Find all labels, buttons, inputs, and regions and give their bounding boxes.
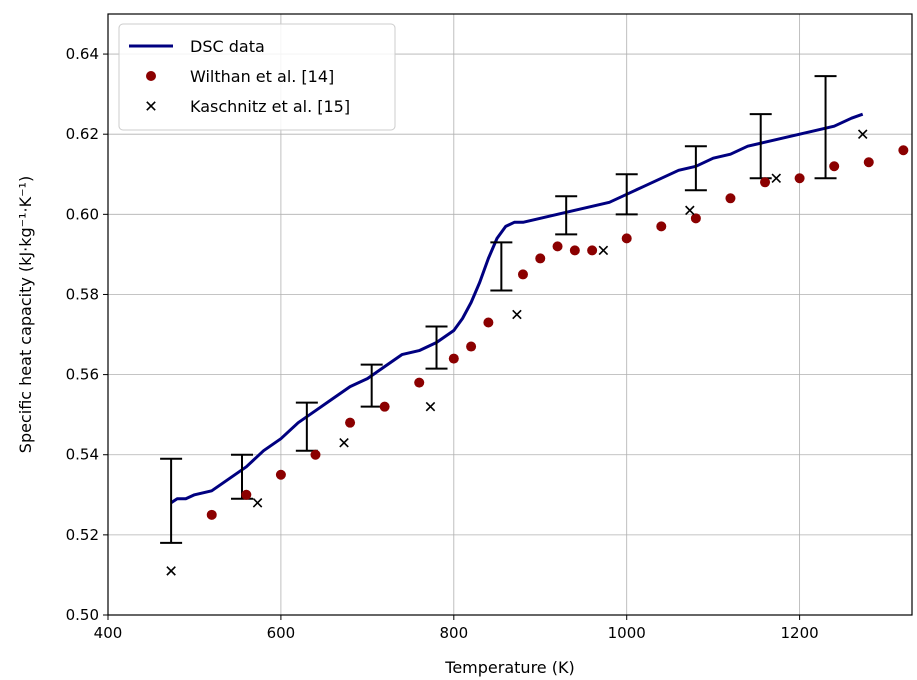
x-marker-stroke xyxy=(512,309,522,320)
wilthan-point xyxy=(863,157,874,168)
wilthan-point xyxy=(898,145,909,156)
x-marker-stroke xyxy=(857,129,868,139)
wilthan-point xyxy=(517,269,528,280)
error-bar xyxy=(814,75,837,180)
wilthan-point xyxy=(275,469,286,480)
legend: DSC data Wilthan et al. [14] Kaschnitz et … xyxy=(118,23,396,131)
y-tick-label: 0.60 xyxy=(66,205,99,223)
kaschnitz-point xyxy=(598,245,609,256)
wilthan-point xyxy=(345,417,356,428)
x-tick-label: 400 xyxy=(94,624,123,642)
error-bar xyxy=(555,195,578,236)
error-bar xyxy=(231,453,253,500)
y-tick-label: 0.64 xyxy=(66,45,99,63)
x-tick-label: 800 xyxy=(439,624,468,642)
y-tick-label: 0.56 xyxy=(66,366,99,384)
wilthan-point xyxy=(448,353,459,364)
wilthan-point xyxy=(621,233,632,244)
x-axis: 400 600 800 1000 1200 xyxy=(94,615,819,642)
legend-x-swatch xyxy=(146,101,156,111)
x-axis-title: Temperature (K) xyxy=(444,658,574,677)
wilthan-point xyxy=(794,173,805,184)
wilthan-point xyxy=(483,317,494,328)
error-bar xyxy=(684,145,707,192)
plot-area xyxy=(160,75,909,576)
wilthan-point xyxy=(690,213,701,224)
kaschnitz-point xyxy=(339,437,349,448)
wilthan-point xyxy=(414,377,425,388)
y-tick-label: 0.58 xyxy=(66,285,99,303)
kaschnitz-point xyxy=(425,401,436,412)
y-tick-label: 0.54 xyxy=(66,446,99,464)
wilthan-point xyxy=(760,177,771,188)
error-bar xyxy=(360,363,383,408)
x-tick-label: 600 xyxy=(267,624,296,642)
legend-circle-swatch xyxy=(146,71,156,81)
plot-frame xyxy=(107,13,913,616)
kaschnitz-point xyxy=(166,566,176,576)
wilthan-point xyxy=(241,489,252,500)
error-bars xyxy=(160,75,837,544)
x-marker-stroke xyxy=(146,101,156,111)
wilthan-point xyxy=(310,449,321,460)
error-bar xyxy=(160,457,183,544)
y-tick-label: 0.50 xyxy=(66,606,99,624)
y-tick-label: 0.52 xyxy=(66,526,99,544)
error-bar xyxy=(749,113,772,180)
y-tick-label: 0.62 xyxy=(66,125,99,143)
wilthan-point xyxy=(466,341,477,352)
error-bar xyxy=(490,241,513,292)
kaschnitz-point xyxy=(685,205,695,216)
legend-label: Wilthan et al. [14] xyxy=(190,67,334,86)
wilthan-point xyxy=(569,245,580,256)
x-marker-stroke xyxy=(598,245,609,256)
wilthan-point xyxy=(206,509,217,520)
wilthan-point xyxy=(829,161,840,172)
x-marker-stroke xyxy=(425,401,436,412)
legend-box xyxy=(118,23,396,131)
kaschnitz-point xyxy=(857,129,868,139)
wilthan-point xyxy=(535,253,546,264)
x-marker-stroke xyxy=(685,205,695,216)
legend-label: Kaschnitz et al. [15] xyxy=(190,97,350,116)
error-bar xyxy=(615,173,638,216)
x-tick-label: 1000 xyxy=(608,624,646,642)
legend-label: DSC data xyxy=(190,37,265,56)
error-bar xyxy=(425,325,448,370)
x-tick-label: 1200 xyxy=(781,624,819,642)
wilthan-point xyxy=(552,241,563,252)
wilthan-point xyxy=(379,401,390,412)
kaschnitz-point xyxy=(512,309,522,320)
wilthan-point xyxy=(587,245,598,256)
wilthan-point xyxy=(725,193,736,204)
wilthan-point xyxy=(656,221,667,232)
x-marker-stroke xyxy=(252,498,263,508)
x-marker-stroke xyxy=(771,173,782,184)
x-marker-stroke xyxy=(166,566,176,576)
y-axis: 0.50 0.52 0.54 0.56 0.58 0.60 0.62 0.64 xyxy=(66,45,108,624)
y-axis-title: Specific heat capacity (kJ·kg⁻¹·K⁻¹) xyxy=(16,176,35,453)
kaschnitz-point xyxy=(252,498,263,508)
x-marker-stroke xyxy=(339,437,349,448)
kaschnitz-point xyxy=(771,173,782,184)
dsc-series-line xyxy=(170,112,864,505)
